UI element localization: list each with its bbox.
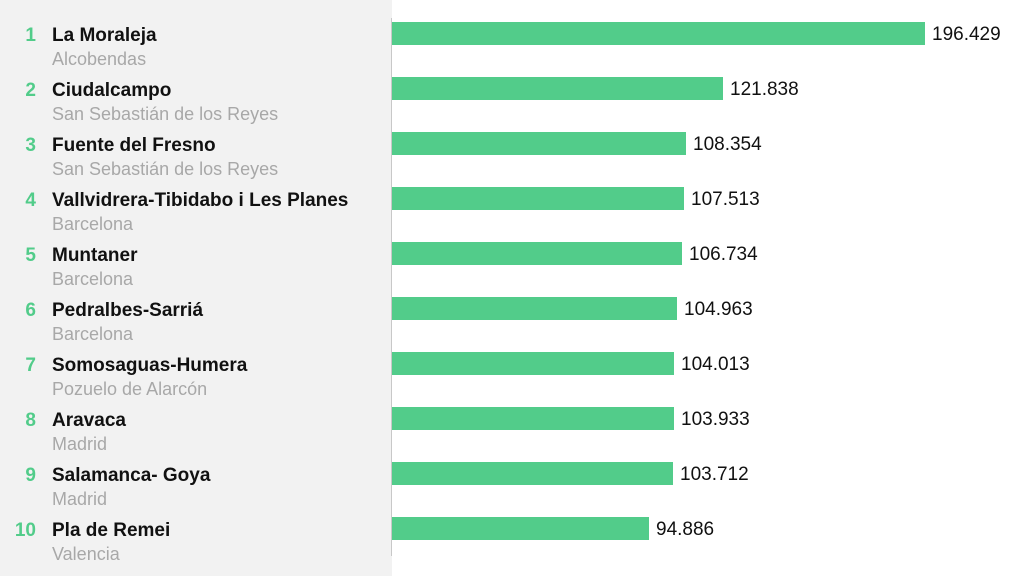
city-name: Alcobendas [52,49,147,69]
neighborhood-name: Ciudalcampo [52,80,172,101]
rank-number: 7 [25,355,36,376]
row-label: 3 Fuente del Fresno San Sebastián de los R… [0,132,392,187]
value-label: 104.013 [681,354,750,375]
neighborhood-name: Salamanca- Goya [52,465,211,486]
rank-number: 8 [25,410,36,431]
row-label: 9 Salamanca- Goya Madrid [0,462,392,517]
bar [392,187,684,210]
city-name: Madrid [52,489,108,509]
rank-number: 1 [25,25,36,46]
neighborhood-name: Pedralbes-Sarriá [52,300,204,321]
bar [392,462,673,485]
city-name: San Sebastián de los Reyes [52,159,279,179]
rank-number: 3 [25,135,36,156]
neighborhood-name: Vallvidrera-Tibidabo i Les Planes [52,190,349,211]
city-name: Barcelona [52,214,134,234]
row-label: 10 Pla de Remei Valencia [0,517,392,572]
neighborhood-name: Aravaca [52,410,126,431]
neighborhood-name: La Moraleja [52,25,157,46]
city-name: San Sebastián de los Reyes [52,104,279,124]
rank-number: 4 [25,190,36,211]
bar [392,242,682,265]
row-label: 5 Muntaner Barcelona [0,242,392,297]
bar [392,297,677,320]
value-label: 121.838 [730,79,799,100]
bar [392,132,686,155]
neighborhood-name: Pla de Remei [52,520,171,541]
bar [392,77,723,100]
rank-number: 10 [14,520,36,541]
value-label: 106.734 [689,244,758,265]
neighborhood-name: Fuente del Fresno [52,135,216,156]
city-name: Valencia [52,544,120,564]
rank-number: 6 [25,300,36,321]
neighborhood-name: Somosaguas-Humera [52,355,248,376]
value-label: 103.712 [680,464,749,485]
label-panel: 1 La Moraleja Alcobendas 2 Ciudalcampo San Se… [0,0,392,576]
city-name: Barcelona [52,324,134,344]
city-name: Barcelona [52,269,134,289]
value-label: 108.354 [693,134,762,155]
value-label: 103.933 [681,409,750,430]
value-label: 107.513 [691,189,760,210]
row-label: 4 Vallvidrera-Tibidabo i Les Planes Barcel… [0,187,392,242]
city-name: Madrid [52,434,108,454]
neighborhood-name: Muntaner [52,245,138,266]
rank-number: 2 [25,80,36,101]
row-label: 6 Pedralbes-Sarriá Barcelona [0,297,392,352]
rank-number: 5 [25,245,36,266]
row-label: 8 Aravaca Madrid [0,407,392,462]
value-label: 196.429 [932,24,1001,45]
row-label: 1 La Moraleja Alcobendas [0,22,392,77]
bar [392,22,925,45]
value-label: 104.963 [684,299,753,320]
row-label: 2 Ciudalcampo San Sebastián de los Reyes [0,77,392,132]
rank-number: 9 [25,465,36,486]
city-name: Pozuelo de Alarcón [52,379,208,399]
bar [392,407,674,430]
bar [392,517,649,540]
bar [392,352,674,375]
row-label: 7 Somosaguas-Humera Pozuelo de Alarcón [0,352,392,407]
value-label: 94.886 [656,519,714,540]
